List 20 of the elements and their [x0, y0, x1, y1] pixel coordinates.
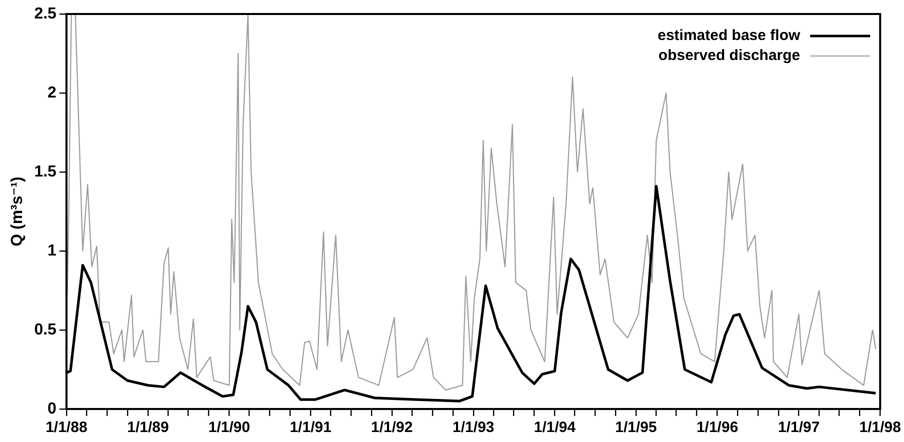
- x-tick-label: 1/1/98: [859, 419, 902, 436]
- y-tick-label: 0.5: [34, 321, 57, 338]
- x-tick-label: 1/1/93: [452, 419, 494, 436]
- x-tick-label: 1/1/95: [615, 419, 657, 436]
- y-tick-label: 1.5: [34, 163, 57, 180]
- y-tick-label: 2: [48, 84, 57, 102]
- y-tick-label: 2.5: [34, 5, 57, 22]
- legend-label: observed discharge: [658, 47, 800, 64]
- x-tick-label: 1/1/91: [290, 419, 332, 436]
- x-tick-label: 1/1/89: [127, 419, 169, 436]
- x-tick-label: 1/1/92: [371, 419, 413, 436]
- x-tick-label: 1/1/97: [778, 419, 820, 436]
- x-tick-label: 1/1/90: [208, 419, 250, 436]
- x-tick-label: 1/1/94: [534, 419, 576, 436]
- x-tick-label: 1/1/88: [46, 419, 88, 436]
- y-axis-title: Q (m³s⁻¹): [9, 176, 26, 246]
- y-tick-label: 1: [48, 242, 57, 260]
- y-tick-label: 0: [48, 400, 57, 418]
- x-tick-label: 1/1/96: [696, 419, 738, 436]
- legend-label: estimated base flow: [658, 27, 800, 44]
